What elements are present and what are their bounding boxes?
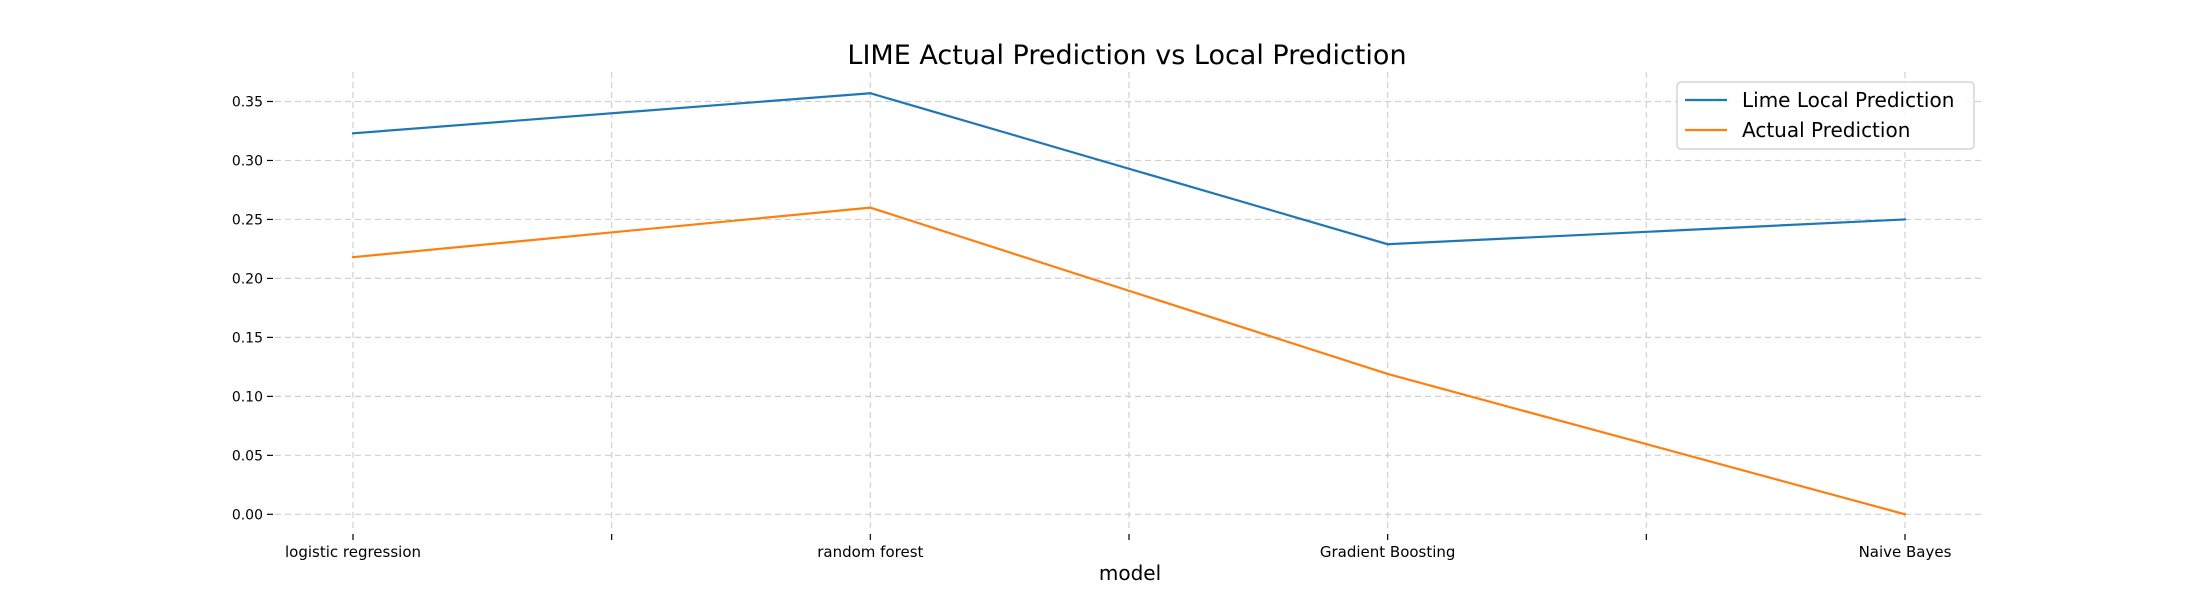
data-point [1903, 218, 1907, 221]
series-line-0 [352, 92, 1906, 246]
data-point [351, 255, 355, 259]
legend-box [1676, 81, 1975, 150]
y-tick-label: 0.30 [232, 153, 263, 169]
x-axis-label: model [1099, 561, 1161, 585]
data-point [1386, 243, 1389, 246]
data-point [1903, 513, 1907, 516]
y-tick-label: 0.05 [232, 448, 263, 464]
x-tick-label: Naive Bayes [1859, 543, 1952, 561]
x-tick-label: random forest [817, 543, 923, 561]
legend-label: Actual Prediction [1742, 118, 1910, 142]
y-tick-label: 0.15 [232, 330, 263, 346]
data-point [1386, 372, 1389, 376]
chart-title: LIME Actual Prediction vs Local Predicti… [847, 40, 1406, 71]
legend-label: Lime Local Prediction [1742, 88, 1954, 112]
data-point [869, 92, 872, 95]
data-point [351, 132, 355, 135]
y-tick-label: 0.35 [232, 94, 263, 110]
x-tick-label: Gradient Boosting [1320, 543, 1456, 561]
y-tick-label: 0.10 [232, 389, 263, 405]
legend: Lime Local Prediction Actual Prediction [1676, 81, 1975, 150]
series [351, 92, 1907, 516]
x-tick-label: logistic regression [285, 543, 421, 561]
y-tick-label: 0.00 [232, 507, 263, 523]
data-point [869, 206, 872, 209]
series-line-1 [352, 206, 1906, 516]
y-tick-label: 0.25 [232, 212, 263, 228]
y-tick-label: 0.20 [232, 271, 263, 287]
y-axis: 0.00 0.05 0.10 0.15 0.20 0.25 0.30 0.35 [232, 94, 273, 523]
x-axis: logistic regression random forest Gradient… [285, 534, 1952, 561]
